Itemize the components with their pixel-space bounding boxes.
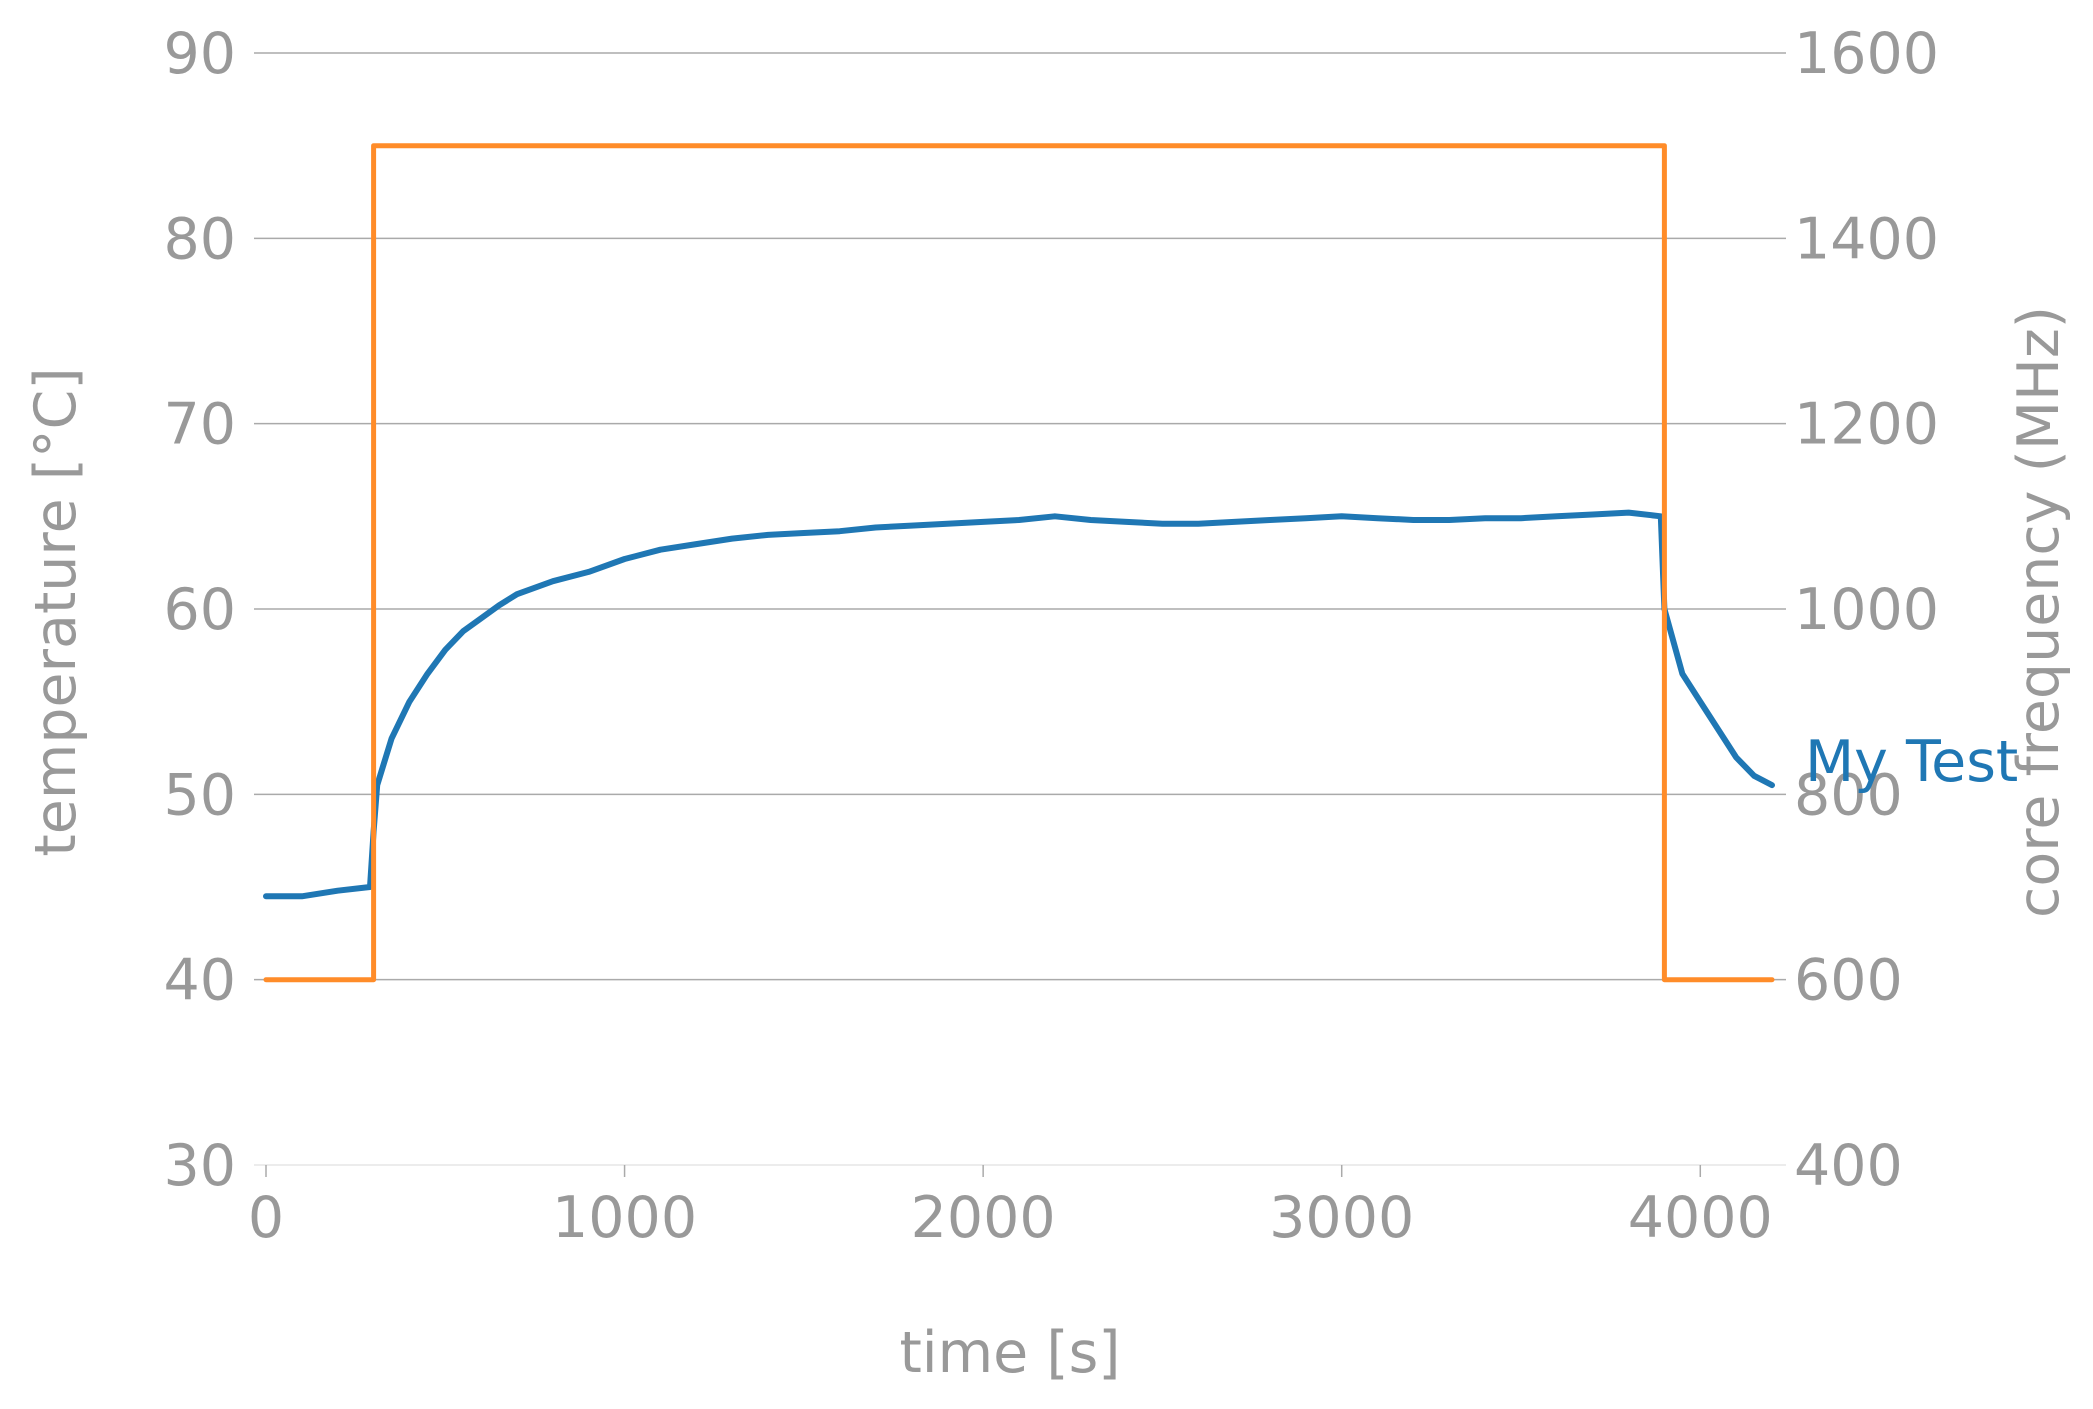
y-tick-label: 90 [163, 21, 236, 87]
frequency-line [263, 143, 1775, 983]
axes: 30 40 50 60 70 80 90 400 600 800 1000 1200 1400 1600 0… [163, 21, 1939, 1251]
labels: time [s] temperature [°C] core frequency… [23, 306, 2072, 1386]
series-group: My Test [263, 143, 2018, 983]
y2-tick-label: 1600 [1794, 21, 1939, 87]
y2-tick-label: 1000 [1794, 577, 1939, 643]
y2-tick-label: 1400 [1794, 206, 1939, 272]
x-tick-label: 2000 [911, 1185, 1056, 1251]
y-tick-label: 70 [163, 392, 236, 458]
x-tick-label: 3000 [1269, 1185, 1414, 1251]
y-tick-label: 50 [163, 762, 236, 828]
y-tick-label: 80 [163, 206, 236, 272]
y-tick-label: 40 [163, 948, 236, 1014]
x-tick-label: 1000 [552, 1185, 697, 1251]
gridlines [254, 52, 1786, 1166]
x-tick-label: 4000 [1628, 1185, 1773, 1251]
series-label: My Test [1805, 729, 2018, 795]
y2-tick-label: 1200 [1794, 392, 1939, 458]
y2-tick-label: 600 [1794, 948, 1903, 1014]
temperature-line [263, 509, 1775, 900]
y2-tick-label: 800 [1794, 762, 1903, 828]
y-tick-label: 60 [163, 577, 236, 643]
x-tick-label: 0 [248, 1185, 284, 1251]
y-axis-title: temperature [°C] [23, 367, 89, 856]
y2-tick-label: 400 [1794, 1133, 1903, 1199]
y2-axis-title: core frequency (MHz) [2006, 306, 2072, 918]
y-tick-label: 30 [163, 1133, 236, 1199]
x-axis-title: time [s] [899, 1320, 1120, 1386]
